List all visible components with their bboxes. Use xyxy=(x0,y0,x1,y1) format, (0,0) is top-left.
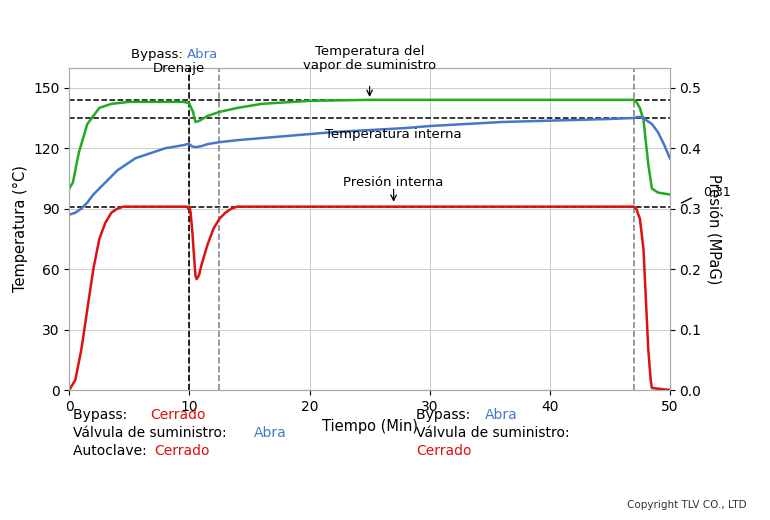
Text: Presión interna: Presión interna xyxy=(343,176,444,189)
Text: vapor de suministro: vapor de suministro xyxy=(303,59,436,72)
Text: Abra: Abra xyxy=(485,408,518,422)
Text: Bypass:: Bypass: xyxy=(131,48,187,61)
Text: Válvula de suministro:: Válvula de suministro: xyxy=(73,426,231,440)
Text: 0.31: 0.31 xyxy=(703,186,731,199)
Text: Cerrado: Cerrado xyxy=(154,444,209,458)
Text: Válvula de suministro:: Válvula de suministro: xyxy=(416,426,570,440)
Text: Autoclave:: Autoclave: xyxy=(73,444,151,458)
Y-axis label: Presión (MPaG): Presión (MPaG) xyxy=(707,174,722,284)
Text: Cerrado: Cerrado xyxy=(416,444,471,458)
Text: Temperatura interna: Temperatura interna xyxy=(325,127,462,140)
Text: Cerrado: Cerrado xyxy=(150,408,206,422)
Text: Bypass:: Bypass: xyxy=(73,408,132,422)
Text: Abra: Abra xyxy=(254,426,287,440)
X-axis label: Tiempo (Min): Tiempo (Min) xyxy=(322,419,417,434)
Text: Drenaje: Drenaje xyxy=(152,62,205,75)
Text: Bypass:: Bypass: xyxy=(416,408,474,422)
Text: Temperatura del: Temperatura del xyxy=(315,45,424,58)
Text: Abra: Abra xyxy=(187,48,219,61)
Text: Copyright TLV CO., LTD: Copyright TLV CO., LTD xyxy=(628,500,747,510)
Y-axis label: Temperatura (°C): Temperatura (°C) xyxy=(12,165,28,292)
